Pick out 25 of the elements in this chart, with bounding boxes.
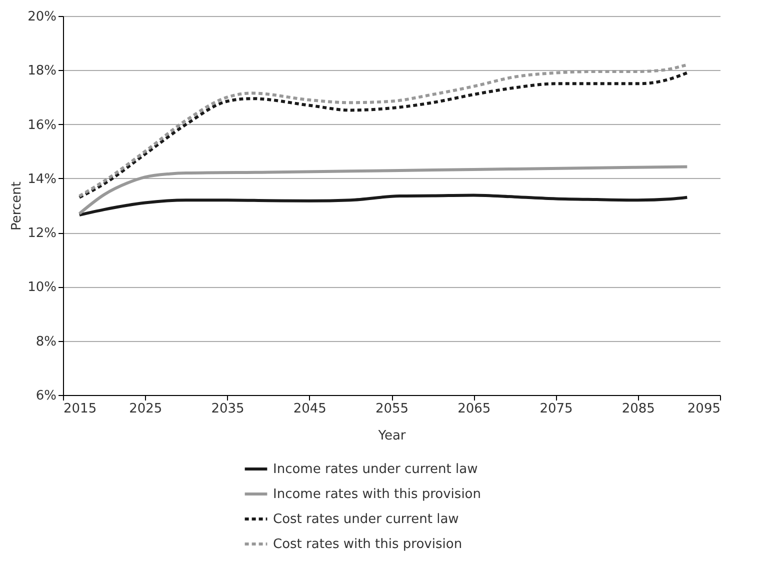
x-axis-title: Year bbox=[377, 428, 406, 444]
x-tick-label: 2075 bbox=[540, 402, 573, 416]
y-axis-title: Percent bbox=[10, 182, 25, 230]
x-tick-label: 2085 bbox=[622, 402, 655, 416]
x-tick-label: 2065 bbox=[458, 402, 491, 416]
x-tick-label: 2055 bbox=[375, 402, 409, 416]
legend-label: Cost rates under current law bbox=[273, 512, 460, 527]
y-tick-label: 20% bbox=[28, 10, 56, 24]
x-tick-label: 2025 bbox=[129, 402, 162, 416]
y-tick-label: 16% bbox=[28, 118, 56, 133]
y-tick-label: 8% bbox=[36, 334, 56, 350]
line-series bbox=[78, 165, 689, 216]
y-tick-label: 12% bbox=[28, 226, 56, 242]
legend-label: Income rates with this provision bbox=[273, 487, 481, 502]
y-tick-label: 14% bbox=[28, 172, 56, 187]
x-tick-label: 2035 bbox=[211, 402, 244, 416]
y-tick-label: 10% bbox=[28, 280, 56, 296]
line-series bbox=[78, 194, 689, 216]
legend-label: Cost rates with this provision bbox=[273, 537, 462, 552]
y-tick-label: 6% bbox=[36, 388, 56, 404]
y-tick-label: 18% bbox=[28, 64, 56, 79]
legend-label: Income rates under current law bbox=[273, 462, 478, 477]
x-tick-label: 2045 bbox=[293, 402, 326, 416]
x-tick-label: 2015 bbox=[64, 402, 97, 416]
x-tick-label: 2095 bbox=[687, 402, 720, 416]
